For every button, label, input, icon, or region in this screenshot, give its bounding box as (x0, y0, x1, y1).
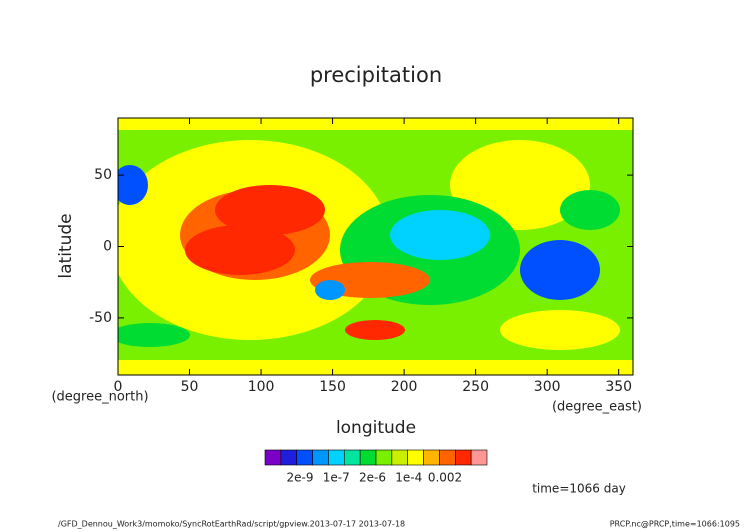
y-tick-label: -50 (89, 310, 112, 326)
colorbar-swatch (470, 449, 488, 466)
x-tick-label: 100 (248, 379, 275, 395)
x-tick-label: 150 (319, 379, 346, 395)
annotation: time=1066 day (532, 482, 626, 496)
x-tick-label: 300 (534, 379, 561, 395)
colorbar-swatch (423, 449, 440, 466)
x-axis-label: longitude (336, 418, 416, 438)
x-tick-label: 250 (462, 379, 489, 395)
x-axis-unit: (degree_east) (552, 400, 642, 415)
footer-left: /GFD_Dennou_Work3/momoko/SyncRotEarthRad… (58, 520, 405, 529)
colorbar-swatch (264, 449, 282, 466)
colorbar-swatch (454, 449, 472, 466)
colorbar-tick-label: 1e-4 (395, 471, 422, 485)
colorbar-swatch (439, 449, 456, 466)
colorbar-tick-label: 0.002 (428, 471, 462, 485)
colorbar-swatch (407, 449, 424, 466)
y-tick-label: 50 (94, 167, 112, 183)
colorbar-tick-label: 2e-9 (287, 471, 314, 485)
colorbar-swatch (280, 449, 298, 466)
y-axis-unit: (degree_north) (51, 390, 148, 405)
colorbar-swatch (328, 449, 345, 466)
chart-title: precipitation (310, 63, 442, 87)
colorbar-tick-label: 1e-7 (323, 471, 350, 485)
colorbar-swatch (343, 449, 361, 466)
contour-field (118, 118, 633, 375)
footer-right: PRCP.nc@PRCP,time=1066:1095 (610, 520, 740, 529)
x-tick-label: 50 (181, 379, 199, 395)
colorbar-swatch (359, 449, 377, 466)
x-tick-label: 350 (605, 379, 632, 395)
x-tick-label: 200 (391, 379, 418, 395)
colorbar-swatch (375, 449, 393, 466)
colorbar-swatch (296, 449, 313, 466)
colorbar-tick-label: 2e-6 (359, 471, 386, 485)
x-tick-label: 0 (114, 379, 123, 395)
colorbar-swatch (312, 449, 329, 466)
y-axis-label: latitude (56, 213, 76, 278)
colorbar-swatch (391, 449, 409, 466)
y-tick-label: 0 (103, 239, 112, 255)
